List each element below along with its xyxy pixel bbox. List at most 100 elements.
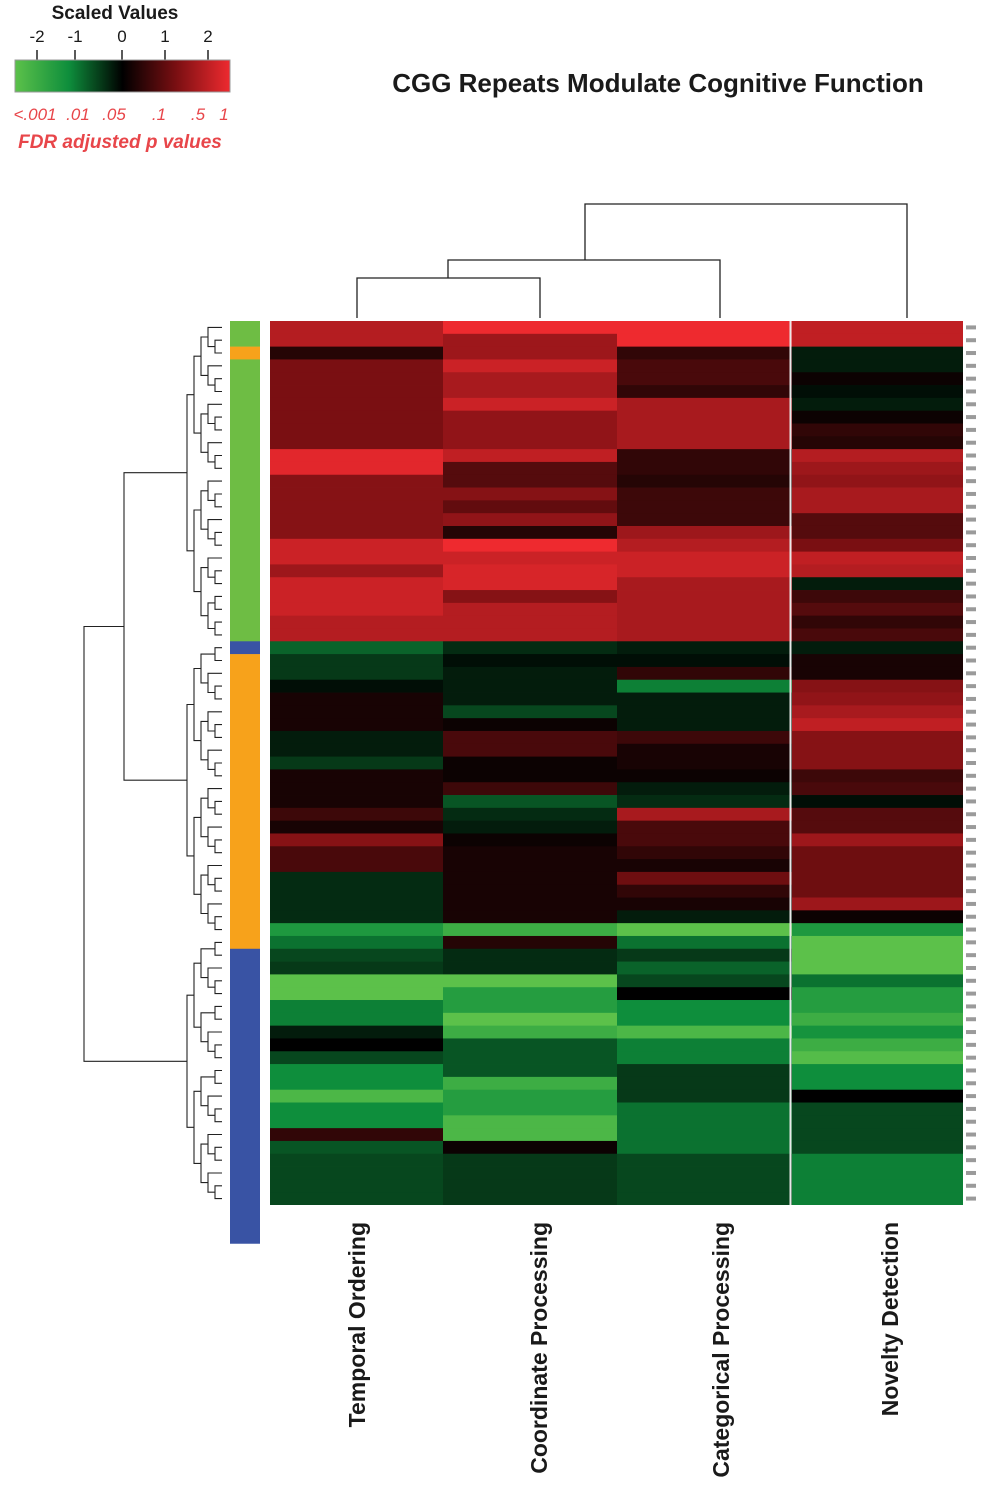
column-label: Novelty Detection [877, 1222, 903, 1416]
heatmap-cell [792, 1038, 964, 1052]
heatmap-cell [443, 769, 617, 783]
heatmap-cell [443, 1166, 617, 1180]
row-label-mark [966, 863, 976, 868]
heatmap-cell [617, 923, 792, 937]
heatmap-cell [617, 756, 792, 770]
row-label-mark [966, 440, 976, 445]
dendrogram-branch [214, 1185, 222, 1200]
row-label-mark [966, 901, 976, 906]
heatmap-cell [617, 987, 792, 1001]
dendrogram-branch [186, 994, 194, 1128]
heatmap-cell [270, 679, 443, 693]
heatmap-cell [792, 474, 964, 488]
heatmap-cell [443, 474, 617, 488]
row-label-mark [966, 1132, 976, 1137]
column-label: Temporal Ordering [344, 1222, 370, 1427]
heatmap-cell [270, 833, 443, 847]
heatmap-cell [270, 910, 443, 924]
heatmap-cell [792, 948, 964, 962]
heatmap-cell [443, 372, 617, 386]
heatmap-cell [617, 513, 792, 527]
heatmap-cell [792, 321, 964, 335]
heatmap-cell [792, 449, 964, 463]
heatmap-cell [617, 1128, 792, 1142]
heatmap-cell [443, 1000, 617, 1014]
heatmap-cell [270, 871, 443, 886]
heatmap-cell [443, 359, 617, 373]
heatmap-cell [270, 628, 443, 642]
heatmap-cell [617, 487, 792, 501]
heatmap-cell [270, 321, 443, 335]
heatmap-cell [443, 859, 617, 873]
heatmap-cell [443, 500, 617, 514]
row-label-mark [966, 1004, 976, 1009]
heatmap-cell [443, 974, 617, 988]
row-label-mark [966, 722, 976, 727]
heatmap-cell [270, 769, 443, 783]
heatmap-cell [443, 564, 617, 578]
legend-pvalue-tick-label: .01 [66, 105, 90, 124]
legend-pvalue-ticks: <.001 .01 .05 .1 .5 1 [13, 105, 228, 124]
heatmap-cell [617, 410, 792, 424]
row-label-mark [966, 953, 976, 958]
row-label-mark [966, 965, 976, 970]
heatmap-cell [792, 666, 964, 681]
heatmap-cell [617, 1140, 792, 1155]
heatmap-cell [270, 525, 443, 540]
heatmap-cell [792, 1102, 964, 1116]
heatmap-cell [443, 461, 617, 476]
legend-pvalue-tick-label: 1 [219, 105, 228, 124]
heatmap-cell [792, 935, 964, 950]
heatmap-cell [792, 1153, 964, 1167]
heatmap-cell [270, 1153, 443, 1167]
heatmap-cell [617, 884, 792, 898]
heatmap-cell [270, 1179, 443, 1193]
heatmap-cell [270, 795, 443, 809]
heatmap-cell [270, 590, 443, 604]
heatmap-cell [443, 1102, 617, 1116]
row-label-mark [966, 914, 976, 919]
heatmap-cell [270, 551, 443, 565]
heatmap-cell [792, 654, 964, 668]
heatmap-cell [617, 807, 792, 822]
heatmap-cell [792, 1076, 964, 1091]
heatmap-cell [617, 1012, 792, 1027]
dendrogram-branch [186, 703, 194, 857]
heatmap-cell [270, 1076, 443, 1091]
heatmap-cell [617, 1166, 792, 1180]
dendrogram-branch [200, 567, 208, 617]
heatmap-cell [443, 1140, 617, 1155]
heatmap-cell [270, 500, 443, 514]
heatmap-cell [792, 859, 964, 873]
heatmap-cell [617, 564, 792, 578]
dendrogram-branch [584, 203, 908, 318]
heatmap-cells [267, 319, 965, 1207]
heatmap-cell [617, 961, 792, 975]
heatmap-cell [270, 436, 443, 450]
heatmap-cell [792, 871, 964, 886]
dendrogram-branch [186, 394, 194, 552]
heatmap-cell [443, 910, 617, 924]
row-label-mark [966, 825, 976, 830]
heatmap-cell [792, 1064, 964, 1078]
row-label-mark [966, 837, 976, 842]
heatmap-cell [270, 705, 443, 719]
row-label-mark [966, 338, 976, 343]
heatmap-cell [270, 1166, 443, 1180]
heatmap-cell [617, 449, 792, 463]
heatmap-cell [443, 871, 617, 886]
heatmap-cell [443, 1064, 617, 1078]
heatmap-cell [617, 1089, 792, 1103]
row-label-mark [966, 1196, 976, 1201]
heatmap-cell [443, 641, 617, 655]
legend-scale-ticks: -2 -1 0 1 2 [29, 27, 213, 60]
row-label-mark [966, 427, 976, 432]
row-label-mark [966, 363, 976, 368]
heatmap-cell [792, 577, 964, 591]
heatmap-cell [443, 923, 617, 937]
heatmap-cell [443, 346, 617, 360]
heatmap-cell [792, 910, 964, 924]
heatmap-cell [443, 756, 617, 770]
heatmap-cell [443, 679, 617, 693]
heatmap-cell [792, 500, 964, 514]
